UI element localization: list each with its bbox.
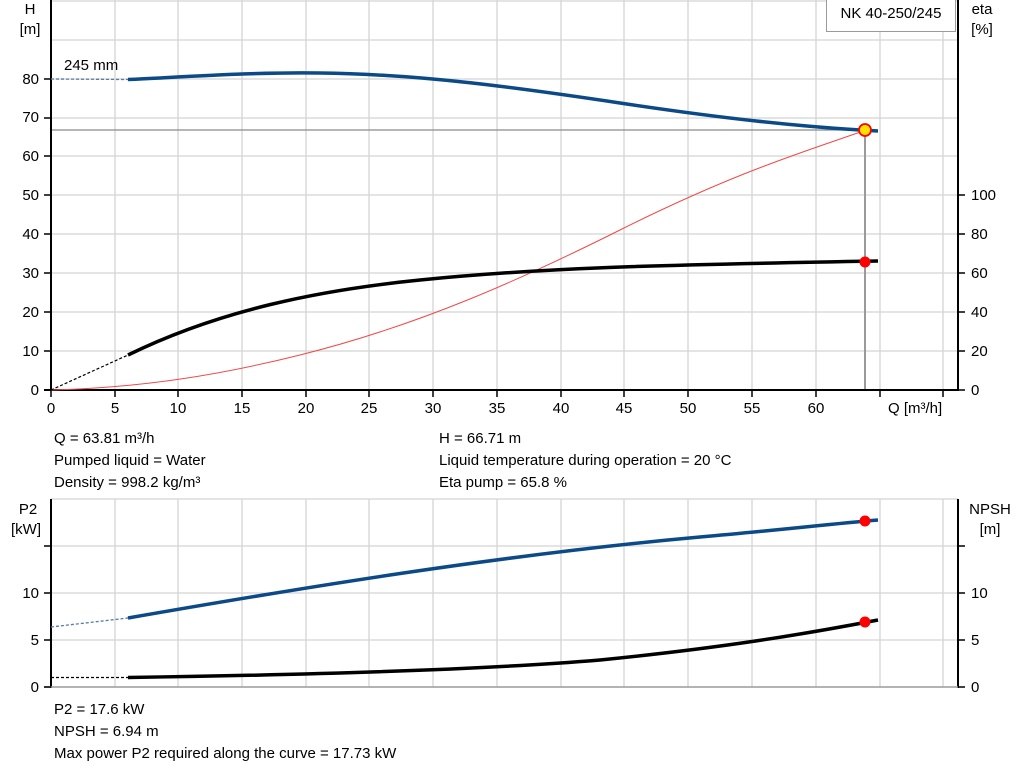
x-tick: 5 <box>111 400 119 417</box>
eta-pump-value: Eta pump = 65.8 % <box>439 474 567 491</box>
y-tick: 30 <box>22 265 39 282</box>
p2-tick: 10 <box>22 585 39 602</box>
x-tick: 35 <box>489 400 506 417</box>
npsh-value: NPSH = 6.94 m <box>54 723 159 740</box>
model-label-box: NK 40-250/245 <box>826 0 956 32</box>
x-tick: 0 <box>47 400 55 417</box>
y2-tick: 20 <box>971 343 988 360</box>
npsh-tick: 10 <box>971 585 988 602</box>
p2-curve-extrapolation <box>50 617 129 628</box>
y2-tick: 100 <box>971 187 996 204</box>
p2-curve <box>127 518 879 620</box>
x-tick: 15 <box>234 400 251 417</box>
npsh-axis-title: NPSH <box>969 501 1011 518</box>
duty-point-p2[interactable] <box>859 515 871 527</box>
bottom-chart: 0 5 10 0 5 10 P2 [kW] NPSH [m] <box>11 498 1011 696</box>
y-right-title: eta <box>972 1 994 18</box>
y2-tick: 0 <box>971 382 979 399</box>
h-curve <box>127 71 879 133</box>
liquid-temperature: Liquid temperature during operation = 20… <box>439 452 732 469</box>
y-tick: 60 <box>22 148 39 165</box>
x-axis-label: Q [m³/h] <box>888 400 942 417</box>
density-value: Density = 998.2 kg/m³ <box>54 474 201 491</box>
y-tick: 50 <box>22 187 39 204</box>
x-tick: 60 <box>808 400 825 417</box>
h-curve-extrapolation <box>50 78 129 81</box>
y2-tick: 60 <box>971 265 988 282</box>
npsh-curve <box>127 618 879 680</box>
y-tick: 40 <box>22 226 39 243</box>
x-tick: 10 <box>170 400 187 417</box>
x-tick: 40 <box>553 400 570 417</box>
y-tick: 70 <box>22 109 39 126</box>
x-tick: 55 <box>744 400 761 417</box>
x-tick: 45 <box>616 400 633 417</box>
p2-tick: 0 <box>31 679 39 696</box>
npsh-axis-unit: [m] <box>980 521 1001 538</box>
y-tick: 10 <box>22 343 39 360</box>
info-top-right: H = 66.71 m Liquid temperature during op… <box>439 428 731 494</box>
info-top-left: Q = 63.81 m³/h Pumped liquid = Water Den… <box>54 428 206 494</box>
x-tick: 20 <box>298 400 315 417</box>
y-tick: 0 <box>31 382 39 399</box>
head-value: H = 66.71 m <box>439 430 522 447</box>
pumped-liquid: Pumped liquid = Water <box>54 452 206 469</box>
info-bottom: P2 = 17.6 kW NPSH = 6.94 m Max power P2 … <box>54 699 396 765</box>
impeller-label: 245 mm <box>64 57 118 74</box>
x-tick: 30 <box>425 400 442 417</box>
y-tick: 80 <box>22 71 39 88</box>
y2-tick: 40 <box>971 304 988 321</box>
y-right-unit: [%] <box>971 21 993 38</box>
bottom-grid <box>51 498 958 687</box>
y2-tick: 80 <box>971 226 988 243</box>
duty-point-h[interactable] <box>858 123 872 137</box>
y-left-unit: [m] <box>20 21 41 38</box>
y-tick: 20 <box>22 304 39 321</box>
efficiency-curve-extrapolation <box>50 354 129 391</box>
duty-point-eta[interactable] <box>859 256 871 268</box>
p2-value: P2 = 17.6 kW <box>54 701 145 718</box>
x-tick: 50 <box>680 400 697 417</box>
npsh-tick: 5 <box>971 632 979 649</box>
top-chart: 0 10 20 30 40 50 60 70 80 0 5 10 15 20 2… <box>20 0 996 417</box>
npsh-tick: 0 <box>971 679 979 696</box>
p2-axis-unit: [kW] <box>11 521 41 538</box>
efficiency-curve <box>127 259 879 357</box>
p2-tick: 5 <box>31 632 39 649</box>
x-tick: 25 <box>361 400 378 417</box>
max-power-value: Max power P2 required along the curve = … <box>54 745 397 762</box>
y-left-title: H <box>25 1 36 18</box>
p2-axis-title: P2 <box>19 501 37 518</box>
duty-point-npsh[interactable] <box>859 616 871 628</box>
flow-value: Q = 63.81 m³/h <box>54 430 155 447</box>
eta-curve <box>50 129 867 391</box>
